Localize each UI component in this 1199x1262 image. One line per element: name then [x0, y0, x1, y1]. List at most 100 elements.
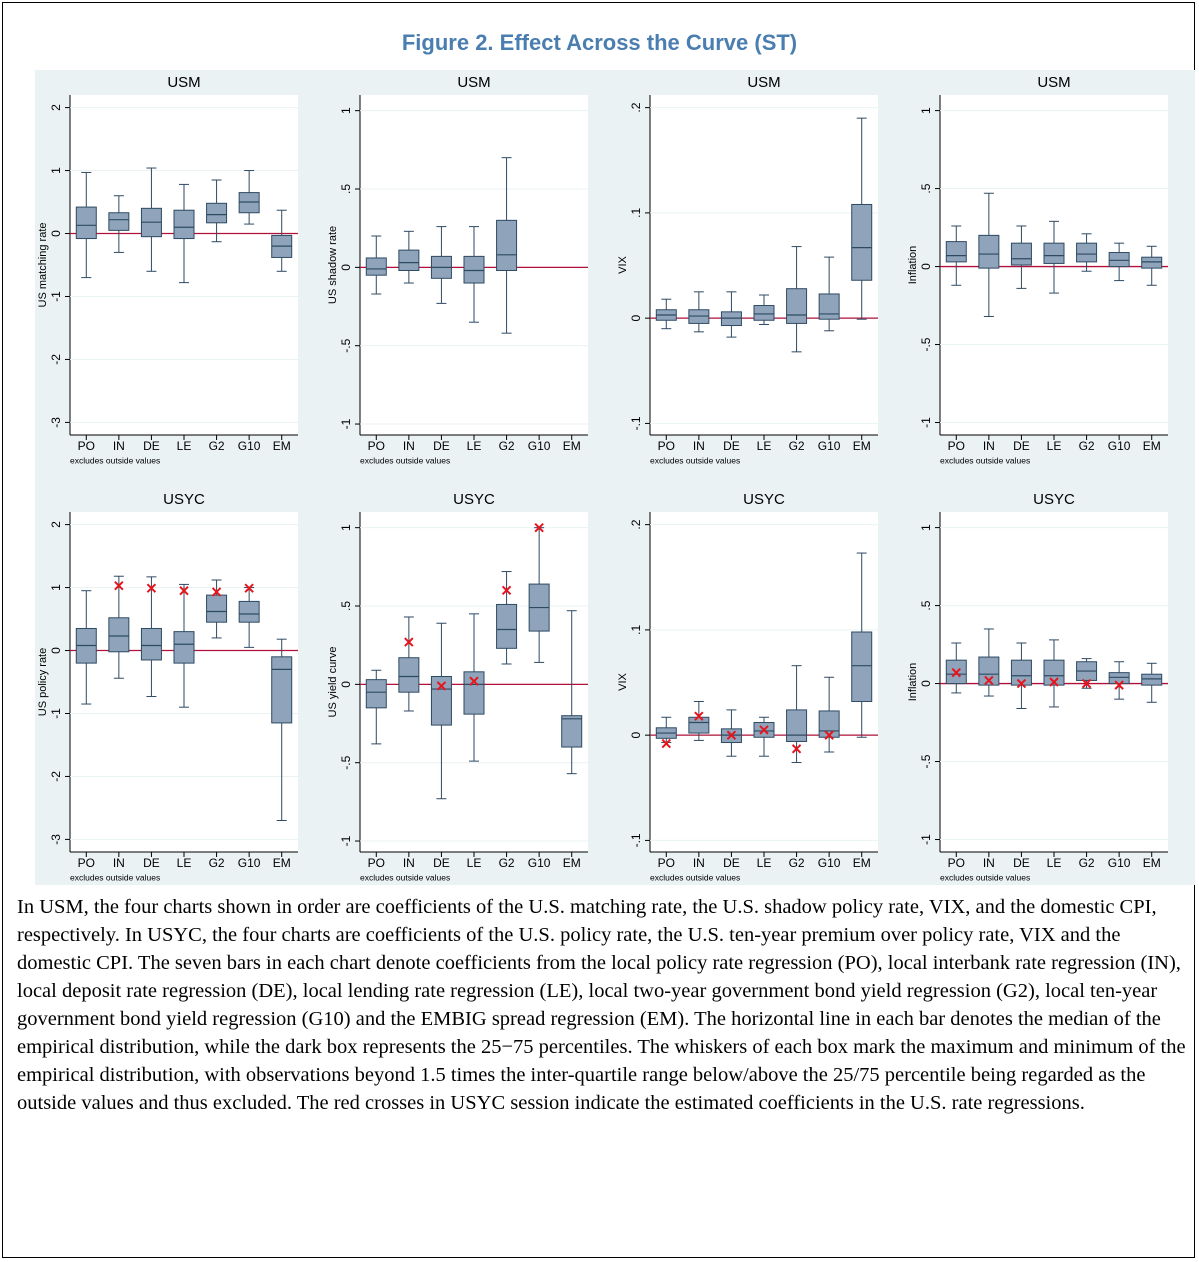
- plot-area: [650, 95, 878, 435]
- estimate-cross: [1114, 680, 1124, 690]
- x-tick-label: G10: [238, 856, 261, 870]
- y-axis-label: US yield curve: [327, 647, 339, 718]
- y-tick-label: 1: [339, 107, 353, 114]
- y-axis-label: US shadow rate: [327, 226, 339, 304]
- box: [1076, 242, 1098, 263]
- y-axis-label: US policy rate: [37, 648, 49, 716]
- box: [206, 202, 228, 224]
- y-tick-label: -3: [49, 417, 63, 428]
- box: [818, 710, 840, 738]
- box: [945, 241, 967, 263]
- y-tick-label: -.1: [629, 416, 643, 430]
- subplot-title: USM: [1037, 74, 1070, 91]
- x-tick-label: LE: [1047, 439, 1062, 453]
- x-tick-label: DE: [1013, 439, 1030, 453]
- y-tick-label: 0: [919, 263, 933, 270]
- box: [108, 212, 130, 231]
- estimate-cross: [501, 585, 512, 596]
- y-tick-label: 0: [629, 732, 643, 739]
- x-tick-label: PO: [78, 856, 95, 870]
- estimate-cross: [759, 725, 769, 735]
- box: [1043, 659, 1065, 686]
- note: excludes outside values: [70, 455, 160, 465]
- box: [786, 288, 808, 324]
- x-tick-label: G2: [499, 439, 515, 453]
- y-tick-label: .5: [919, 600, 933, 610]
- box: [75, 206, 97, 240]
- box: [238, 600, 260, 623]
- y-tick-label: -1: [919, 834, 933, 845]
- box: [430, 676, 452, 726]
- y-tick-label: 0: [629, 315, 643, 322]
- y-tick-label: -.1: [629, 833, 643, 847]
- chart-panel: USM US matching rate -3 -2 -1 0 1 2 PO IN DE LE G2 G1…: [35, 70, 1195, 885]
- box: [978, 656, 1000, 686]
- y-tick-label: .1: [629, 208, 643, 218]
- y-axis-label: VIX: [617, 255, 629, 273]
- x-tick-label: LE: [177, 439, 192, 453]
- x-tick-label: EM: [563, 856, 581, 870]
- y-tick-label: 0: [919, 680, 933, 687]
- y-tick-label: -3: [49, 834, 63, 845]
- y-tick-label: .5: [919, 183, 933, 193]
- box: [1141, 673, 1163, 686]
- y-axis-label: US matching rate: [37, 223, 49, 308]
- box: [851, 203, 873, 281]
- plot-area: [650, 512, 878, 852]
- y-tick-label: -.5: [339, 338, 353, 352]
- y-tick-label: -1: [339, 418, 353, 429]
- y-tick-label: -1: [49, 708, 63, 719]
- box: [206, 594, 228, 623]
- y-axis-label: Inflation: [907, 663, 919, 702]
- estimate-cross: [1049, 677, 1059, 687]
- box: [140, 627, 162, 661]
- y-axis-label: Inflation: [907, 246, 919, 285]
- x-tick-label: IN: [693, 856, 705, 870]
- subplot-title: USYC: [1033, 491, 1075, 508]
- box: [463, 255, 485, 284]
- y-tick-label: 0: [49, 230, 63, 237]
- x-tick-label: DE: [143, 439, 160, 453]
- box: [365, 679, 387, 709]
- box: [1141, 256, 1163, 269]
- y-axis-label: VIX: [617, 672, 629, 690]
- box: [108, 617, 130, 653]
- x-tick-label: G10: [528, 439, 551, 453]
- x-tick-label: DE: [143, 856, 160, 870]
- x-tick-label: EM: [1143, 439, 1161, 453]
- x-tick-label: PO: [658, 439, 675, 453]
- estimate-cross: [211, 587, 222, 597]
- x-tick-label: DE: [1013, 856, 1030, 870]
- x-tick-label: PO: [78, 439, 95, 453]
- y-tick-label: 1: [919, 107, 933, 114]
- box: [238, 192, 260, 214]
- x-tick-label: PO: [368, 439, 385, 453]
- note: excludes outside values: [650, 455, 740, 465]
- box: [496, 603, 518, 649]
- x-tick-label: PO: [658, 856, 675, 870]
- y-tick-label: -.5: [919, 337, 933, 351]
- box: [1108, 672, 1130, 685]
- box: [1010, 242, 1032, 266]
- x-tick-label: LE: [757, 856, 772, 870]
- box: [173, 209, 195, 240]
- estimate-cross: [146, 583, 157, 593]
- y-tick-label: .2: [629, 519, 643, 529]
- estimate-cross: [661, 738, 671, 749]
- x-tick-label: EM: [273, 439, 291, 453]
- estimate-cross: [179, 585, 189, 596]
- y-tick-label: 1: [49, 167, 63, 174]
- estimate-cross: [436, 681, 447, 691]
- x-tick-label: G10: [818, 439, 841, 453]
- x-tick-label: DE: [433, 856, 450, 870]
- note: excludes outside values: [70, 872, 160, 882]
- x-tick-label: G10: [1108, 439, 1131, 453]
- subplot-title: USM: [747, 74, 780, 91]
- y-tick-label: 0: [49, 647, 63, 654]
- x-tick-label: G10: [528, 856, 551, 870]
- x-tick-label: G2: [1079, 439, 1095, 453]
- box: [561, 715, 583, 748]
- estimate-cross: [951, 667, 961, 678]
- x-tick-label: PO: [368, 856, 385, 870]
- subplot-title: USYC: [453, 491, 495, 508]
